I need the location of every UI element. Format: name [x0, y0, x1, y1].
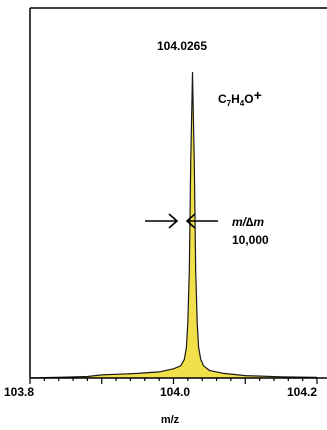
x-tick-label-103-8: 103.8 — [4, 385, 34, 399]
resolution-label: m/∆m — [232, 215, 264, 229]
x-axis-ticks — [29, 378, 318, 384]
resolution-value: 10,000 — [232, 233, 269, 247]
fwhm-left-arrowhead — [168, 213, 179, 229]
fwhm-indicator — [145, 213, 218, 229]
formula-label: C7H4O+ — [218, 87, 262, 108]
x-tick-label-104-0: 104.0 — [160, 385, 190, 399]
x-tick-label-104-2: 104.2 — [287, 385, 317, 399]
x-axis-label: m/z — [161, 414, 180, 426]
peak-mz-label: 104.0265 — [157, 39, 207, 53]
fwhm-right-arrowhead — [185, 213, 196, 229]
spectrum-line — [29, 71, 318, 379]
